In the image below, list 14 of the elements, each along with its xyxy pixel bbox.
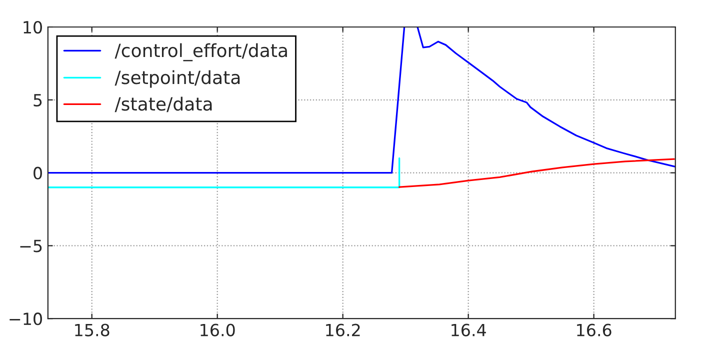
legend-label: /control_effort/data	[114, 43, 287, 62]
y-tick-label: 5	[34, 94, 42, 106]
x-tick-label: 16.4	[452, 324, 486, 336]
y-tick-label: 0	[34, 166, 42, 180]
legend-label: /setpoint/data	[114, 70, 240, 88]
x-tick-label: 16.6	[577, 324, 612, 336]
y-tick-label: 10	[24, 20, 42, 34]
x-tick-label: 16.2	[326, 324, 360, 336]
y-tick-label: −5	[20, 240, 42, 252]
x-tick-label: 15.8	[75, 324, 110, 336]
x-tick-label: 16.0	[200, 324, 235, 336]
legend-label: /state/data	[114, 96, 212, 112]
y-tick-label: −10	[10, 312, 42, 326]
line-series	[398, 158, 675, 188]
